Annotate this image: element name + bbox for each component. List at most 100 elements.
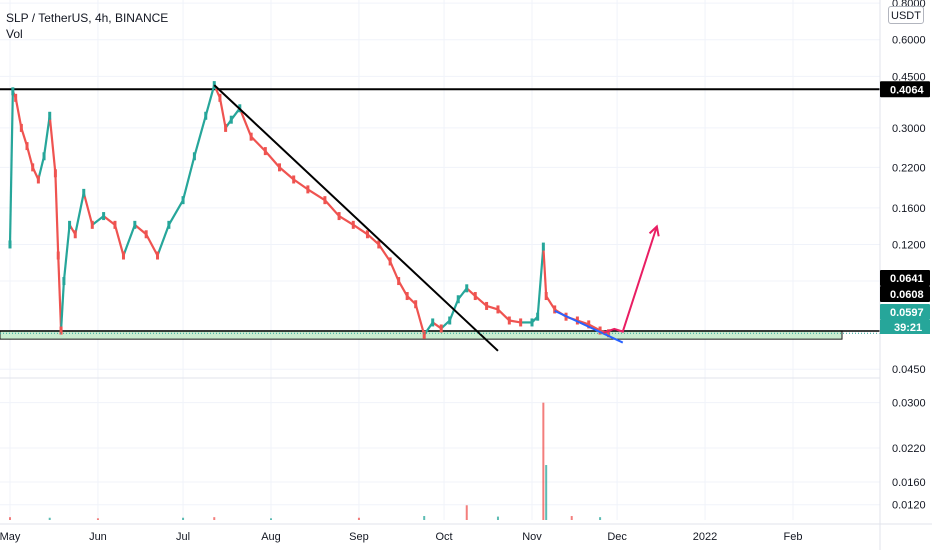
- price-segment: [181, 156, 196, 201]
- price-segment: [474, 295, 488, 307]
- volume-bar: [96, 518, 99, 520]
- price-candle: [587, 320, 591, 329]
- price-candle: [365, 230, 369, 239]
- price-candle: [456, 295, 460, 304]
- wedge-trendline: [554, 309, 624, 344]
- y-tick-label: 0.2200: [892, 162, 926, 174]
- price-segment: [338, 215, 354, 226]
- price-candle: [42, 152, 46, 161]
- price-candle: [62, 277, 66, 286]
- countdown-label: 39:21: [894, 322, 922, 334]
- price-segment: [536, 246, 545, 317]
- price-candle: [249, 132, 253, 141]
- price-candle: [68, 220, 72, 229]
- volume-bar: [357, 517, 360, 520]
- volume-bar: [545, 465, 548, 520]
- price-candle: [229, 115, 233, 124]
- price-candle: [553, 305, 557, 314]
- price-candle: [292, 175, 296, 184]
- price-segment: [113, 224, 125, 256]
- price-segment: [167, 199, 185, 226]
- volume-bars: [9, 402, 602, 520]
- x-tick-label: Nov: [522, 531, 542, 543]
- price-candle: [36, 175, 40, 184]
- price-segment: [156, 224, 170, 256]
- volume-bar: [423, 516, 426, 520]
- price-segment: [278, 166, 295, 181]
- projection-path: [602, 226, 658, 334]
- price-candle: [224, 123, 228, 132]
- x-tick-label: Jun: [89, 531, 107, 543]
- x-tick-label: Sep: [349, 531, 369, 543]
- support-zone: [0, 330, 843, 340]
- y-tick-label: 0.1600: [892, 203, 926, 215]
- price-candle: [536, 312, 540, 321]
- price-candle: [388, 257, 392, 266]
- volume-bar: [48, 517, 51, 520]
- countdown-tag: [880, 320, 930, 334]
- price-candle: [405, 292, 409, 301]
- price-candle: [102, 212, 106, 221]
- y-tick-label: 0.0220: [892, 443, 926, 455]
- x-tick-label: May: [0, 531, 21, 543]
- price-segment: [264, 150, 281, 169]
- price-candle: [133, 220, 137, 229]
- downtrend-line: [213, 84, 499, 352]
- price-candle: [323, 196, 327, 205]
- price-candle: [11, 87, 15, 96]
- price-candle: [192, 152, 196, 161]
- price-tag-label: 0.0597: [890, 307, 924, 319]
- price-candle: [607, 329, 611, 338]
- price-candle: [25, 142, 29, 151]
- volume-bar: [182, 517, 185, 520]
- price-segment: [324, 199, 340, 217]
- volume-bar: [570, 516, 573, 520]
- price-segment: [8, 91, 14, 245]
- currency-unit-badge[interactable]: USDT: [888, 6, 924, 24]
- price-candle: [530, 318, 534, 327]
- price-segment: [307, 188, 326, 202]
- price-candle: [414, 300, 418, 309]
- price-candle: [397, 277, 401, 286]
- price-segment: [497, 308, 511, 322]
- price-candle: [507, 316, 511, 325]
- y-tick-label: 0.8000: [892, 0, 926, 10]
- volume-bar: [496, 516, 499, 520]
- price-segment: [588, 323, 601, 332]
- price-candle: [448, 316, 452, 325]
- price-candle: [377, 240, 381, 249]
- price-candle: [8, 240, 12, 249]
- price-candle: [31, 163, 35, 172]
- y-tick-label: 0.0300: [892, 398, 926, 410]
- price-segment: [238, 107, 253, 138]
- price-candle: [113, 220, 117, 229]
- price-segment: [250, 135, 267, 152]
- price-segment: [542, 246, 548, 297]
- y-tick-label: 0.6000: [892, 35, 926, 47]
- y-tick-label: 0.1200: [892, 239, 926, 251]
- volume-bar: [9, 517, 11, 520]
- price-candle: [90, 220, 94, 229]
- price-segment: [59, 280, 66, 331]
- x-tick-label: 2022: [693, 531, 717, 543]
- y-tick-label: 0.0120: [892, 500, 926, 512]
- price-candle: [465, 284, 469, 293]
- price-candle: [53, 169, 57, 178]
- price-segment: [122, 224, 136, 256]
- x-tick-label: Feb: [784, 531, 803, 543]
- price-tag-label: 0.0608: [890, 289, 924, 301]
- price-candle: [19, 123, 23, 132]
- x-tick-label: Jul: [176, 531, 190, 543]
- grid-lines: [0, 0, 880, 520]
- price-segment: [145, 233, 159, 257]
- volume-bar: [542, 402, 545, 520]
- price-candle: [121, 251, 125, 260]
- price-segment: [91, 215, 105, 226]
- price-candle: [422, 330, 426, 339]
- price-series: [8, 81, 611, 339]
- price-candle: [204, 111, 208, 120]
- price-candle: [181, 196, 185, 205]
- price-tag: [880, 81, 930, 98]
- chart-legend: SLP / TetherUS, 4h, BINANCE Vol: [6, 10, 168, 42]
